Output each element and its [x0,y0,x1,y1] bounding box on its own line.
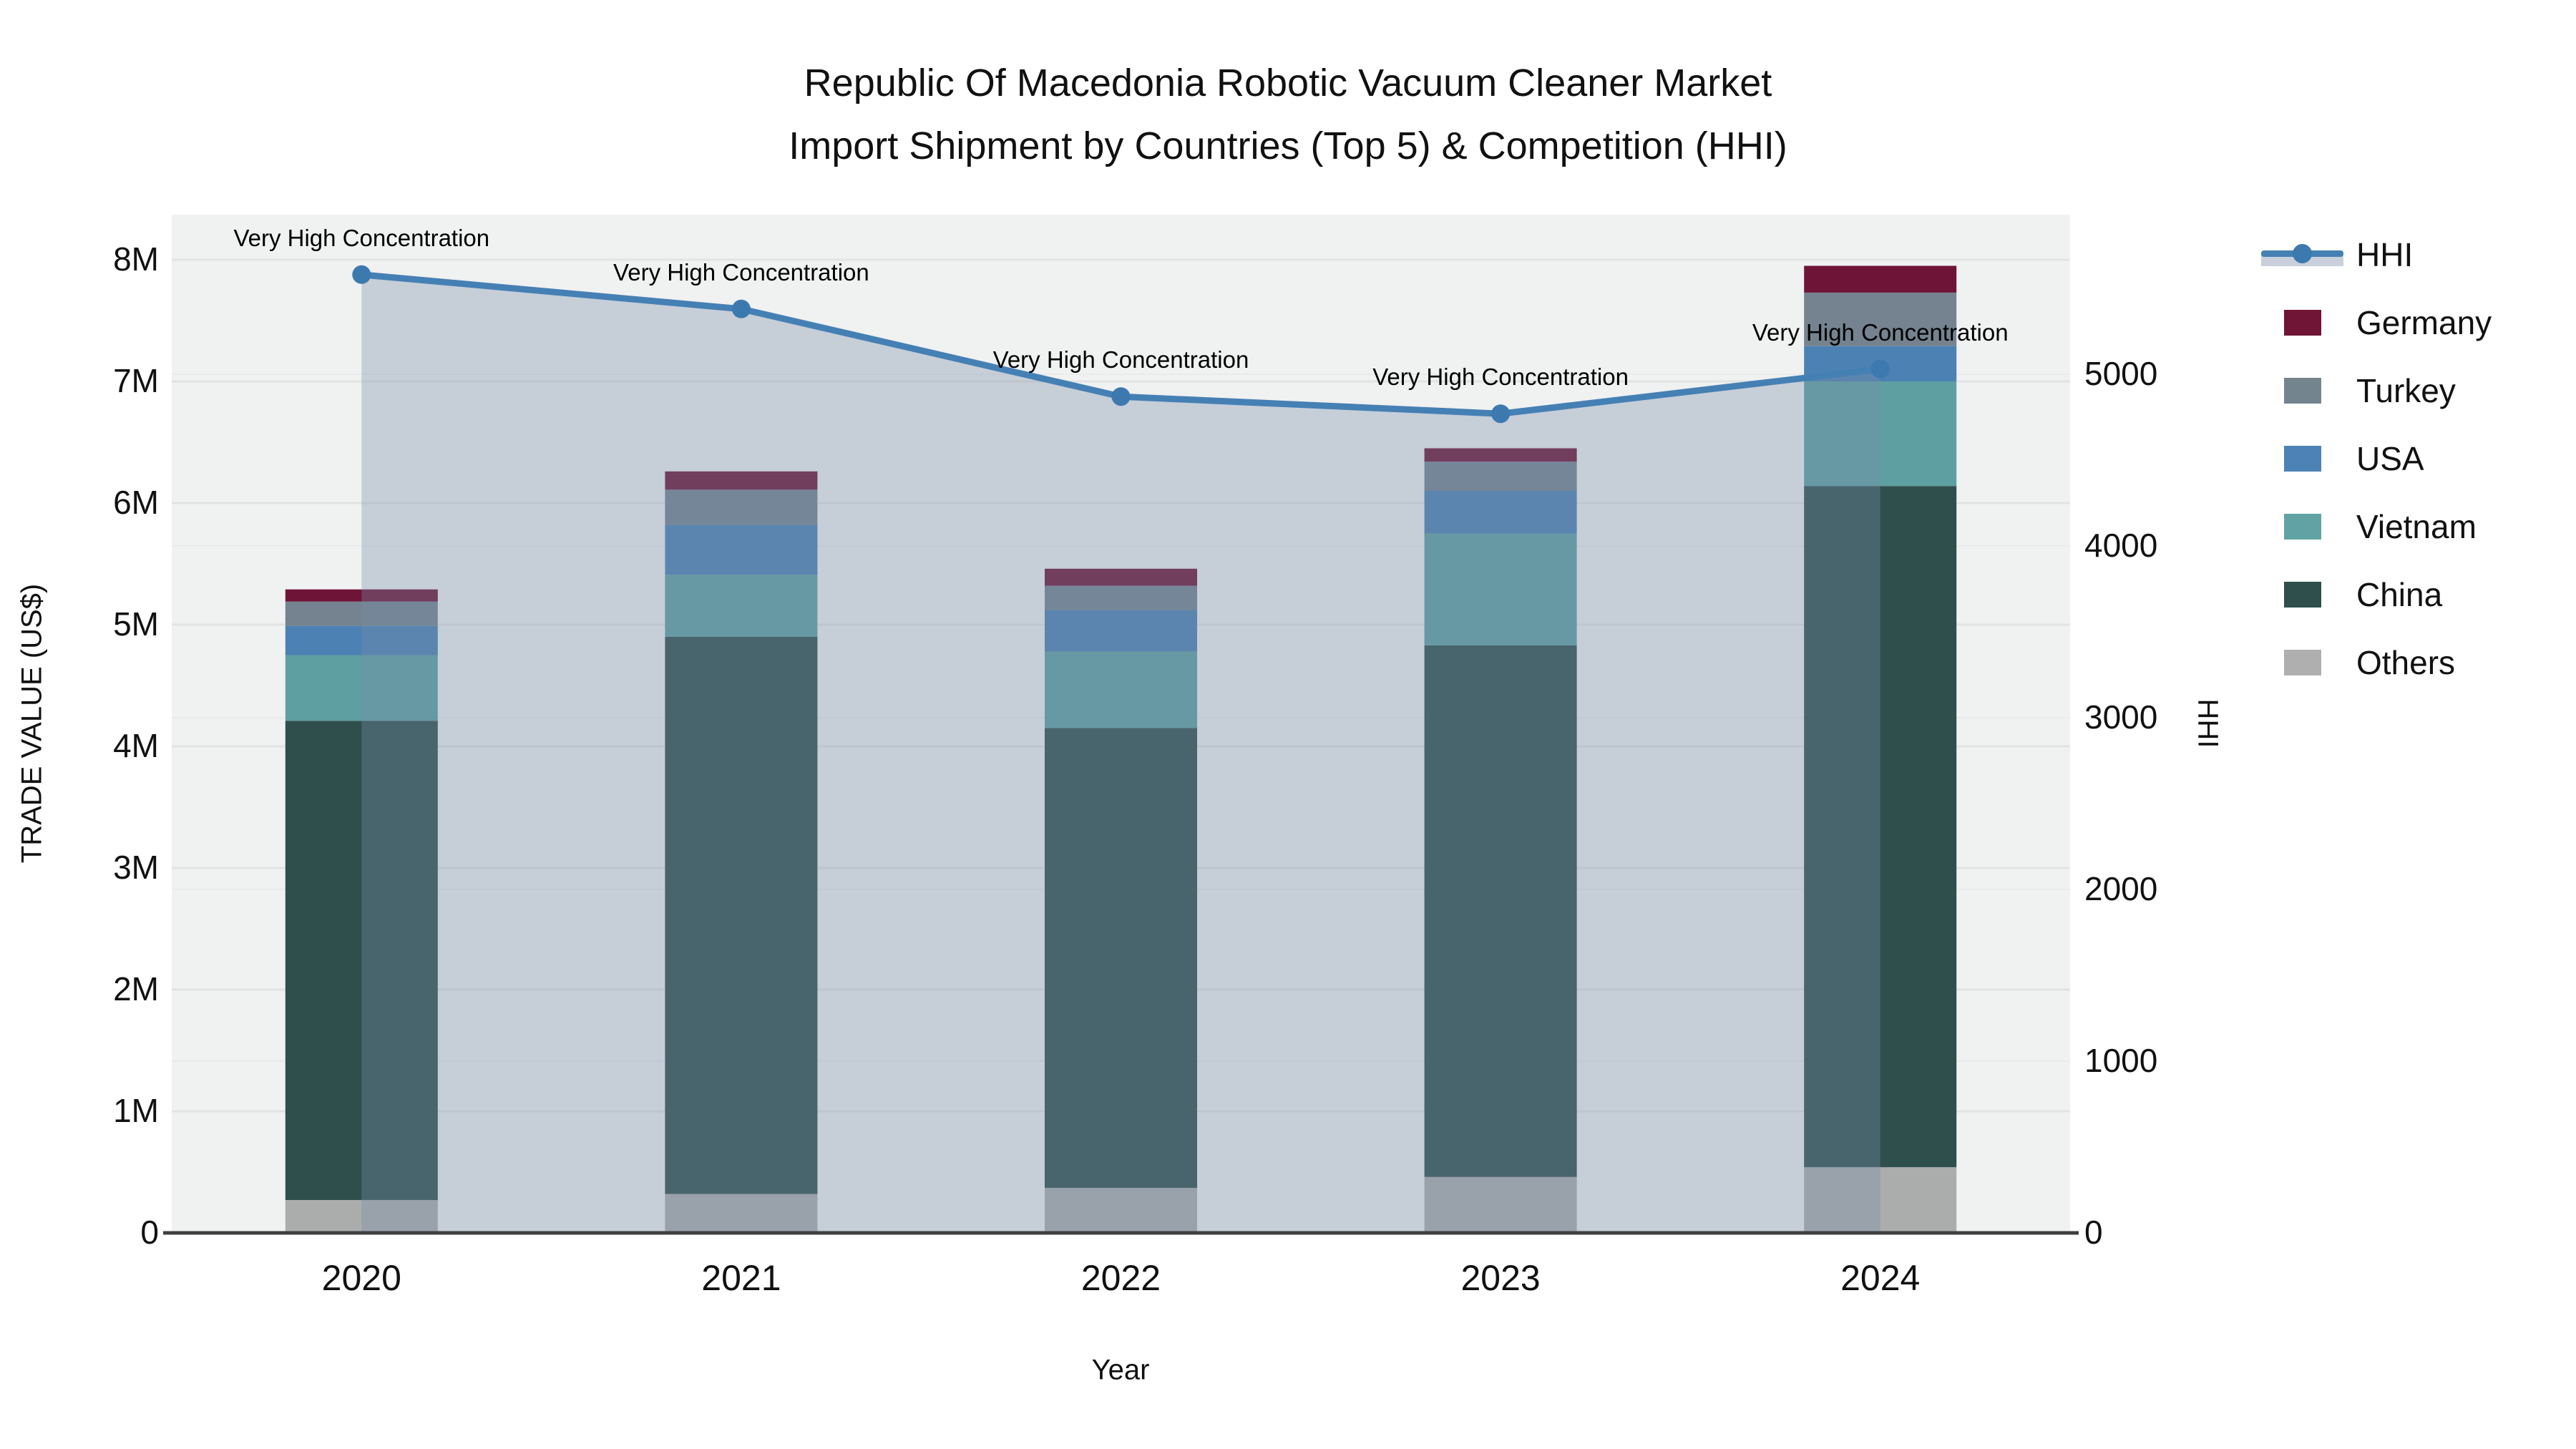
y-left-tick-label: 1M [113,1092,159,1129]
bar-segment-germany-2020[interactable] [285,589,438,602]
legend-label-others: Others [2356,643,2456,681]
bar-segment-usa-2023[interactable] [1424,491,1577,534]
color-swatch-icon [2261,513,2343,540]
bar-segment-germany-2021[interactable] [665,471,818,490]
legend-item-vietnam[interactable]: Vietnam [2261,492,2492,560]
legend-item-usa[interactable]: USA [2261,424,2492,492]
legend-label-vietnam: Vietnam [2356,507,2477,545]
y-left-tick-label: 3M [113,849,159,886]
bar-segment-usa-2022[interactable] [1045,610,1197,652]
bar-segment-others-2023[interactable] [1424,1176,1577,1233]
bar-segment-turkey-2023[interactable] [1424,462,1577,491]
legend-item-turkey[interactable]: Turkey [2261,356,2492,424]
x-tick-label-2023: 2023 [1460,1258,1540,1298]
bar-segment-usa-2021[interactable] [665,525,818,575]
annotation-2022: Very High Concentration [993,346,1249,373]
bar-segment-usa-2020[interactable] [285,625,438,655]
x-tick-label-2020: 2020 [322,1258,401,1298]
bar-segment-china-2023[interactable] [1424,645,1577,1177]
chart-title: Republic Of Macedonia Robotic Vacuum Cle… [0,52,2576,177]
y-right-tick-label: 2000 [2084,870,2157,907]
annotation-2021: Very High Concentration [613,259,869,286]
y-axis-title-right: HHI [2192,698,2224,748]
y-left-tick-label: 4M [113,727,159,764]
x-axis-title: Year [1091,1354,1150,1386]
bar-segment-vietnam-2021[interactable] [665,575,818,637]
bar-segment-others-2022[interactable] [1045,1188,1197,1233]
bar-segment-vietnam-2024[interactable] [1804,381,1957,487]
legend-item-others[interactable]: Others [2261,628,2492,696]
bar-segment-turkey-2021[interactable] [665,489,818,525]
y-left-tick-label: 6M [113,484,159,521]
legend-label-turkey: Turkey [2356,371,2456,409]
y-left-tick-label: 5M [113,605,159,643]
y-right-tick-label: 5000 [2084,355,2157,392]
legend-label-china: China [2356,575,2443,613]
legend-item-germany[interactable]: Germany [2261,288,2492,356]
y-right-tick-label: 4000 [2084,527,2157,564]
bar-segment-germany-2023[interactable] [1424,448,1577,462]
hhi-marker-2023[interactable] [1491,404,1511,424]
bar-segment-vietnam-2023[interactable] [1424,533,1577,645]
bar-segment-china-2020[interactable] [285,721,438,1201]
y-right-tick-label: 1000 [2084,1042,2157,1079]
y-axis-title-left: TRADE VALUE (US$) [16,583,48,864]
hhi-line-swatch-icon [2261,242,2343,268]
color-swatch-icon [2261,309,2343,336]
bar-segment-others-2021[interactable] [665,1194,818,1233]
legend-item-hhi[interactable]: HHI [2261,220,2492,288]
bar-segment-turkey-2024[interactable] [1804,292,1957,346]
color-swatch-icon [2261,581,2343,608]
x-tick-label-2021: 2021 [701,1258,781,1298]
annotation-2024: Very High Concentration [1752,319,2009,346]
y-left-tick-label: 0 [140,1214,159,1251]
color-swatch-icon [2261,445,2343,472]
chart-title-line1: Republic Of Macedonia Robotic Vacuum Cle… [804,62,1772,104]
hhi-marker-2022[interactable] [1111,387,1131,406]
bar-segment-china-2021[interactable] [665,637,818,1194]
y-left-tick-label: 7M [113,362,159,399]
y-right-tick-label: 0 [2084,1214,2103,1251]
legend: HHI Germany Turkey USA Vietnam China Others [2261,220,2492,696]
x-tick-label-2022: 2022 [1081,1258,1161,1298]
y-left-tick-label: 8M [113,240,159,278]
bar-segment-vietnam-2022[interactable] [1045,651,1197,728]
legend-label-hhi: HHI [2356,235,2414,273]
color-swatch-icon [2261,377,2343,404]
bar-segment-china-2022[interactable] [1045,728,1197,1189]
bar-segment-china-2024[interactable] [1804,486,1957,1168]
bar-segment-others-2024[interactable] [1804,1167,1957,1233]
legend-item-china[interactable]: China [2261,560,2492,628]
bar-segment-turkey-2022[interactable] [1045,585,1197,610]
hhi-marker-2021[interactable] [731,299,751,318]
hhi-area-fill [361,274,1880,1233]
annotation-2023: Very High Concentration [1372,364,1629,390]
x-tick-label-2024: 2024 [1840,1258,1920,1298]
hhi-marker-2024[interactable] [1870,359,1890,379]
bar-segment-germany-2022[interactable] [1045,568,1197,586]
legend-label-germany: Germany [2356,303,2492,341]
chart-title-line2: Import Shipment by Countries (Top 5) & C… [789,125,1787,167]
annotation-2020: Very High Concentration [233,225,489,251]
legend-label-usa: USA [2356,439,2424,477]
y-left-tick-label: 2M [113,970,159,1008]
bar-segment-turkey-2020[interactable] [285,601,438,626]
bar-segment-vietnam-2020[interactable] [285,655,438,721]
bar-segment-germany-2024[interactable] [1804,265,1957,293]
bar-segment-others-2020[interactable] [285,1200,438,1233]
hhi-marker-2020[interactable] [352,265,371,284]
color-swatch-icon [2261,649,2343,675]
y-right-tick-label: 3000 [2084,698,2157,736]
